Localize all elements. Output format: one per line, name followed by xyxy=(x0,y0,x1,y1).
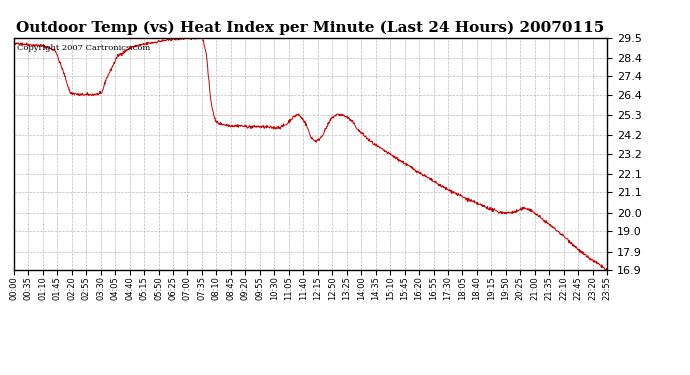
Text: Copyright 2007 Cartronics.com: Copyright 2007 Cartronics.com xyxy=(17,45,150,53)
Title: Outdoor Temp (vs) Heat Index per Minute (Last 24 Hours) 20070115: Outdoor Temp (vs) Heat Index per Minute … xyxy=(17,21,604,35)
